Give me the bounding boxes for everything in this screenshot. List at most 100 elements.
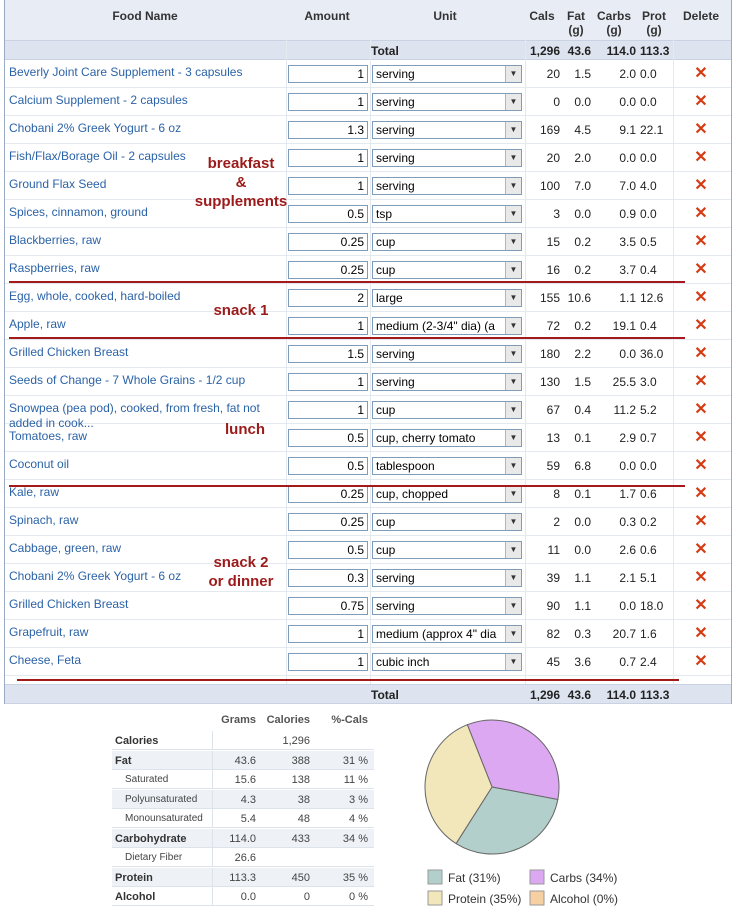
food-name-link[interactable]: Apple, raw <box>9 317 285 332</box>
unit-select[interactable]: cubic inch ▼ <box>372 653 522 671</box>
amount-input[interactable] <box>288 457 368 475</box>
chevron-down-icon[interactable]: ▼ <box>505 234 521 250</box>
chevron-down-icon[interactable]: ▼ <box>505 542 521 558</box>
food-name-text[interactable]: Seeds of Change - 7 Whole Grains - 1/2 c… <box>9 373 246 387</box>
delete-icon[interactable]: ✕ <box>694 457 708 474</box>
food-name-text-cont[interactable]: added in cook... <box>9 416 94 430</box>
delete-icon[interactable]: ✕ <box>694 177 708 194</box>
unit-select[interactable]: tsp ▼ <box>372 205 522 223</box>
food-name-link[interactable]: Snowpea (pea pod), cooked, from fresh, f… <box>9 401 285 431</box>
unit-select[interactable]: medium (approx 4" dia ▼ <box>372 625 522 643</box>
unit-select[interactable]: serving ▼ <box>372 149 522 167</box>
amount-input[interactable] <box>288 65 368 83</box>
food-name-text[interactable]: Egg, whole, cooked, hard-boiled <box>9 289 181 303</box>
food-name-link[interactable]: Raspberries, raw <box>9 261 285 276</box>
chevron-down-icon[interactable]: ▼ <box>505 178 521 194</box>
unit-select[interactable]: tablespoon ▼ <box>372 457 522 475</box>
food-name-link[interactable]: Grilled Chicken Breast <box>9 345 285 360</box>
unit-select[interactable]: cup ▼ <box>372 513 522 531</box>
food-name-link[interactable]: Coconut oil <box>9 457 285 472</box>
unit-select[interactable]: serving ▼ <box>372 345 522 363</box>
chevron-down-icon[interactable]: ▼ <box>505 458 521 474</box>
amount-input[interactable] <box>288 625 368 643</box>
delete-icon[interactable]: ✕ <box>694 93 708 110</box>
chevron-down-icon[interactable]: ▼ <box>505 430 521 446</box>
unit-select[interactable]: cup ▼ <box>372 401 522 419</box>
food-name-link[interactable]: Beverly Joint Care Supplement - 3 capsul… <box>9 65 285 80</box>
food-name-text[interactable]: Snowpea (pea pod), cooked, from fresh, f… <box>9 401 260 415</box>
unit-select[interactable]: cup ▼ <box>372 261 522 279</box>
delete-icon[interactable]: ✕ <box>694 261 708 278</box>
chevron-down-icon[interactable]: ▼ <box>505 318 521 334</box>
unit-select[interactable]: cup ▼ <box>372 233 522 251</box>
food-name-text[interactable]: Tomatoes, raw <box>9 429 88 443</box>
food-name-text[interactable]: Grilled Chicken Breast <box>9 345 129 359</box>
delete-icon[interactable]: ✕ <box>694 653 708 670</box>
amount-input[interactable] <box>288 541 368 559</box>
amount-input[interactable] <box>288 485 368 503</box>
food-name-link[interactable]: Kale, raw <box>9 485 285 500</box>
delete-icon[interactable]: ✕ <box>694 121 708 138</box>
food-name-text[interactable]: Beverly Joint Care Supplement - 3 capsul… <box>9 65 243 79</box>
unit-select[interactable]: serving ▼ <box>372 121 522 139</box>
delete-icon[interactable]: ✕ <box>694 289 708 306</box>
amount-input[interactable] <box>288 177 368 195</box>
amount-input[interactable] <box>288 653 368 671</box>
delete-icon[interactable]: ✕ <box>694 373 708 390</box>
chevron-down-icon[interactable]: ▼ <box>505 570 521 586</box>
delete-icon[interactable]: ✕ <box>694 233 708 250</box>
food-name-link[interactable]: Egg, whole, cooked, hard-boiled <box>9 289 285 304</box>
chevron-down-icon[interactable]: ▼ <box>505 374 521 390</box>
food-name-text[interactable]: Cabbage, green, raw <box>9 541 122 555</box>
chevron-down-icon[interactable]: ▼ <box>505 402 521 418</box>
food-name-text[interactable]: Spices, cinnamon, ground <box>9 205 148 219</box>
delete-icon[interactable]: ✕ <box>694 65 708 82</box>
amount-input[interactable] <box>288 121 368 139</box>
unit-select[interactable]: large ▼ <box>372 289 522 307</box>
food-name-link[interactable]: Cabbage, green, raw <box>9 541 285 556</box>
amount-input[interactable] <box>288 233 368 251</box>
amount-input[interactable] <box>288 205 368 223</box>
unit-select[interactable]: cup, cherry tomato ▼ <box>372 429 522 447</box>
delete-icon[interactable]: ✕ <box>694 513 708 530</box>
food-name-text[interactable]: Ground Flax Seed <box>9 177 107 191</box>
delete-icon[interactable]: ✕ <box>694 317 708 334</box>
unit-select[interactable]: cup, chopped ▼ <box>372 485 522 503</box>
food-name-link[interactable]: Chobani 2% Greek Yogurt - 6 oz <box>9 121 285 136</box>
food-name-text[interactable]: Coconut oil <box>9 457 70 471</box>
delete-icon[interactable]: ✕ <box>694 625 708 642</box>
food-name-link[interactable]: Cheese, Feta <box>9 653 285 668</box>
delete-icon[interactable]: ✕ <box>694 345 708 362</box>
chevron-down-icon[interactable]: ▼ <box>505 94 521 110</box>
chevron-down-icon[interactable]: ▼ <box>505 626 521 642</box>
food-name-text[interactable]: Grapefruit, raw <box>9 625 89 639</box>
food-name-text[interactable]: Grilled Chicken Breast <box>9 597 129 611</box>
food-name-text[interactable]: Cheese, Feta <box>9 653 82 667</box>
delete-icon[interactable]: ✕ <box>694 597 708 614</box>
delete-icon[interactable]: ✕ <box>694 401 708 418</box>
unit-select[interactable]: serving ▼ <box>372 177 522 195</box>
food-name-text[interactable]: Spinach, raw <box>9 513 79 527</box>
amount-input[interactable] <box>288 345 368 363</box>
delete-icon[interactable]: ✕ <box>694 205 708 222</box>
unit-select[interactable]: serving ▼ <box>372 569 522 587</box>
food-name-text[interactable]: Calcium Supplement - 2 capsules <box>9 93 188 107</box>
chevron-down-icon[interactable]: ▼ <box>505 150 521 166</box>
chevron-down-icon[interactable]: ▼ <box>505 206 521 222</box>
unit-select[interactable]: cup ▼ <box>372 541 522 559</box>
food-name-link[interactable]: Ground Flax Seed <box>9 177 285 192</box>
delete-icon[interactable]: ✕ <box>694 541 708 558</box>
chevron-down-icon[interactable]: ▼ <box>505 290 521 306</box>
delete-icon[interactable]: ✕ <box>694 569 708 586</box>
chevron-down-icon[interactable]: ▼ <box>505 514 521 530</box>
chevron-down-icon[interactable]: ▼ <box>505 598 521 614</box>
food-name-text[interactable]: Fish/Flax/Borage Oil - 2 capsules <box>9 149 186 163</box>
chevron-down-icon[interactable]: ▼ <box>505 122 521 138</box>
food-name-link[interactable]: Seeds of Change - 7 Whole Grains - 1/2 c… <box>9 373 285 388</box>
delete-icon[interactable]: ✕ <box>694 429 708 446</box>
amount-input[interactable] <box>288 289 368 307</box>
unit-select[interactable]: medium (2-3/4" dia) (a ▼ <box>372 317 522 335</box>
amount-input[interactable] <box>288 597 368 615</box>
food-name-text[interactable]: Raspberries, raw <box>9 261 100 275</box>
food-name-link[interactable]: Fish/Flax/Borage Oil - 2 capsules <box>9 149 285 164</box>
